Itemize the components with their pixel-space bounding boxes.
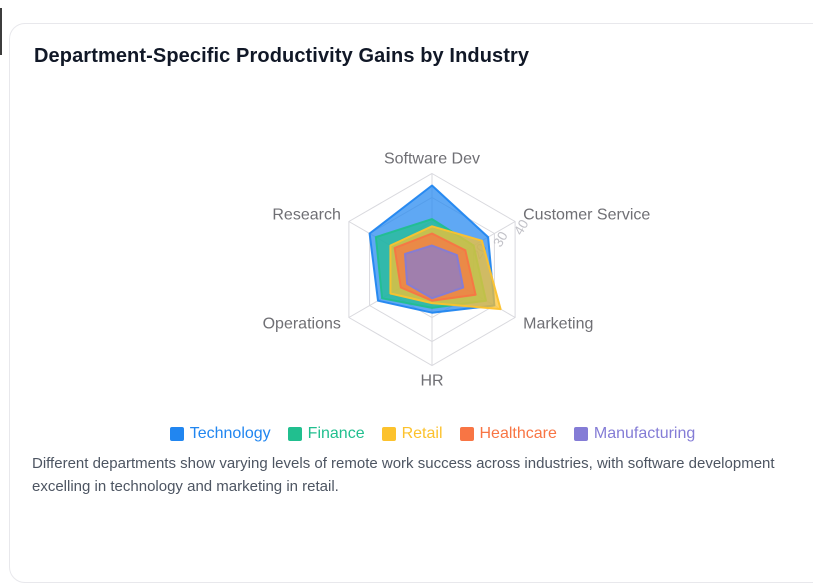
legend-label: Healthcare	[479, 425, 557, 442]
legend-swatch-icon	[169, 427, 184, 441]
legend-swatch-icon	[381, 427, 396, 441]
legend-label: Technology	[189, 425, 271, 442]
legend-item-technology: Technology	[169, 425, 271, 443]
legend-item-finance: Finance	[287, 425, 365, 443]
radial-tick-label: 40	[511, 217, 532, 238]
legend-label: Finance	[307, 425, 365, 442]
axis-label-software-dev: Software Dev	[384, 151, 480, 168]
legend-item-manufacturing: Manufacturing	[573, 425, 696, 443]
axis-label-operations: Operations	[263, 316, 341, 333]
radial-tick-label: 30	[490, 229, 511, 250]
screenshot-edge-artifact	[0, 8, 2, 55]
legend-swatch-icon	[287, 427, 302, 441]
axis-label-research: Research	[272, 207, 340, 224]
legend-item-healthcare: Healthcare	[459, 425, 557, 443]
axis-label-marketing: Marketing	[523, 316, 593, 333]
legend-swatch-icon	[459, 427, 474, 441]
legend-label: Retail	[401, 425, 443, 442]
card-title: Department-Specific Productivity Gains b…	[34, 45, 530, 67]
chart-card: Department-Specific Productivity Gains b…	[9, 23, 813, 583]
chart-legend: Technology Finance Retail Healthcare Manufac…	[34, 425, 813, 443]
legend-swatch-icon	[573, 427, 588, 441]
legend-label: Manufacturing	[593, 425, 696, 442]
chart-caption: Different departments show varying level…	[32, 455, 775, 495]
axis-label-customer-service: Customer Service	[523, 207, 650, 224]
series-polygon-manufacturing	[404, 244, 465, 300]
axis-label-hr: HR	[420, 373, 443, 390]
legend-item-retail: Retail	[381, 425, 443, 443]
